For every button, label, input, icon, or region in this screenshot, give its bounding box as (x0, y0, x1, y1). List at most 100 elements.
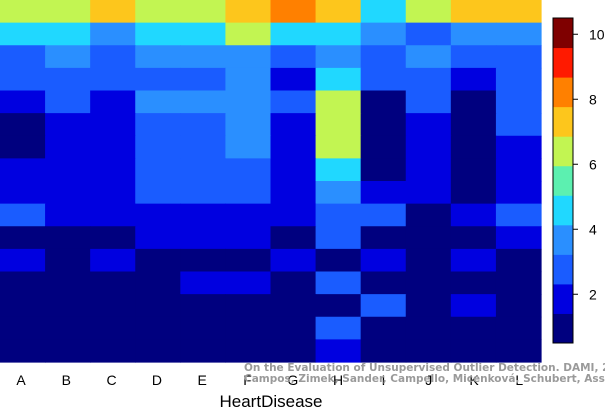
heatmap-cell (270, 248, 317, 273)
heatmap-cell (45, 22, 91, 46)
heatmap-cell (225, 271, 272, 295)
colorbar-segment (553, 18, 573, 49)
heatmap-cell (225, 113, 272, 137)
heatmap-cell (405, 158, 452, 182)
heatmap-cell (495, 248, 542, 273)
heatmap-cell (45, 113, 91, 137)
heatmap-cell (90, 226, 136, 250)
heatmap-cell (405, 135, 452, 159)
heatmap-cell (135, 316, 181, 340)
heatmap-cell (180, 203, 227, 227)
heatmap-cell (360, 22, 407, 46)
heatmap-cell (270, 113, 317, 137)
colorbar-segment (553, 313, 573, 344)
heatmap-cell (135, 0, 181, 24)
heatmap-cell (180, 271, 227, 295)
heatmap-cell (180, 135, 227, 159)
colorbar-segment (553, 283, 573, 314)
heatmap-cell (135, 22, 181, 46)
heatmap-cell (495, 22, 542, 46)
heatmap-cell (0, 181, 46, 205)
heatmap-cell (450, 271, 497, 295)
colorbar-segment (553, 165, 573, 196)
heatmap-cell (45, 226, 91, 250)
heatmap-cell (270, 67, 317, 92)
heatmap-cell (0, 158, 46, 182)
heatmap-cell (270, 339, 317, 363)
heatmap-cell (90, 113, 136, 137)
heatmap-cell (90, 316, 136, 340)
heatmap-cell (450, 113, 497, 137)
heatmap-cell (315, 248, 362, 273)
heatmap-cell (315, 294, 362, 318)
heatmap-cell (495, 158, 542, 182)
heatmap-cell (90, 135, 136, 159)
heatmap-cell (495, 181, 542, 205)
x-tick-label: B (62, 372, 71, 388)
x-tick-labels: A B C D E F G H I J K L (16, 372, 523, 388)
heatmap-cell (315, 67, 362, 92)
heatmap-cell (135, 294, 181, 318)
heatmap-cell (315, 0, 362, 24)
heatmap-cell (135, 90, 181, 114)
heatmap-cell (225, 0, 272, 24)
heatmap-cell (270, 316, 317, 340)
heatmap-cell (405, 271, 452, 295)
x-tick-label: E (198, 372, 207, 388)
heatmap-cell (495, 271, 542, 295)
heatmap-cell (360, 113, 407, 137)
x-tick-label: G (287, 372, 298, 388)
heatmap-cell (405, 67, 452, 92)
heatmap-cell (0, 67, 46, 92)
heatmap-cell (0, 316, 46, 340)
heatmap-cell (315, 22, 362, 46)
colorbar-segment (553, 254, 573, 285)
x-tick-label: F (243, 372, 252, 388)
heatmap-cell (0, 22, 46, 46)
heatmap-cell (360, 90, 407, 114)
credit-line-1: On the Evaluation of Unsupervised Outlie… (244, 362, 605, 374)
heatmap-cell (450, 22, 497, 46)
heatmap-cell (180, 90, 227, 114)
heatmap-cell (180, 45, 227, 69)
heatmap-cell (90, 294, 136, 318)
x-tick-label: H (333, 372, 343, 388)
heatmap-cell (0, 113, 46, 137)
heatmap-cell (135, 67, 181, 92)
heatmap-cell (450, 90, 497, 114)
x-tick-label: J (425, 372, 432, 388)
credit-line-2: Campos, Zimek, Sander, Campello, Micenko… (244, 373, 605, 385)
colorbar: 2 4 6 8 10 (552, 17, 605, 344)
heatmap-cell (495, 294, 542, 318)
heatmap-cell (270, 135, 317, 159)
heatmap-cell (135, 271, 181, 295)
heatmap-cell (450, 316, 497, 340)
heatmap-cell (315, 181, 362, 205)
heatmap-cell (450, 226, 497, 250)
heatmap-cell (0, 90, 46, 114)
heatmap-cell (45, 0, 91, 24)
heatmap-cell (45, 271, 91, 295)
heatmap-cell (450, 45, 497, 69)
heatmap-cell (0, 226, 46, 250)
heatmap-cell (270, 0, 317, 24)
heatmap-cell (360, 203, 407, 227)
heatmap-cell (360, 0, 407, 24)
heatmap-cell (405, 316, 452, 340)
colorbar-tick-label: 2 (589, 286, 597, 302)
heatmap-cell (90, 0, 136, 24)
heatmap-cell (135, 158, 181, 182)
heatmap-cell (405, 248, 452, 273)
colorbar-segment (553, 106, 573, 137)
heatmap-cell (270, 181, 317, 205)
heatmap-cell (225, 248, 272, 273)
heatmap-cell (405, 45, 452, 69)
heatmap-cell (450, 203, 497, 227)
heatmap-cell (0, 294, 46, 318)
heatmap-cell (450, 158, 497, 182)
heatmap-cell (450, 0, 497, 24)
heatmap-cell (360, 316, 407, 340)
heatmap-cell (270, 45, 317, 69)
heatmap-cell (360, 248, 407, 273)
heatmap-cell (135, 203, 181, 227)
